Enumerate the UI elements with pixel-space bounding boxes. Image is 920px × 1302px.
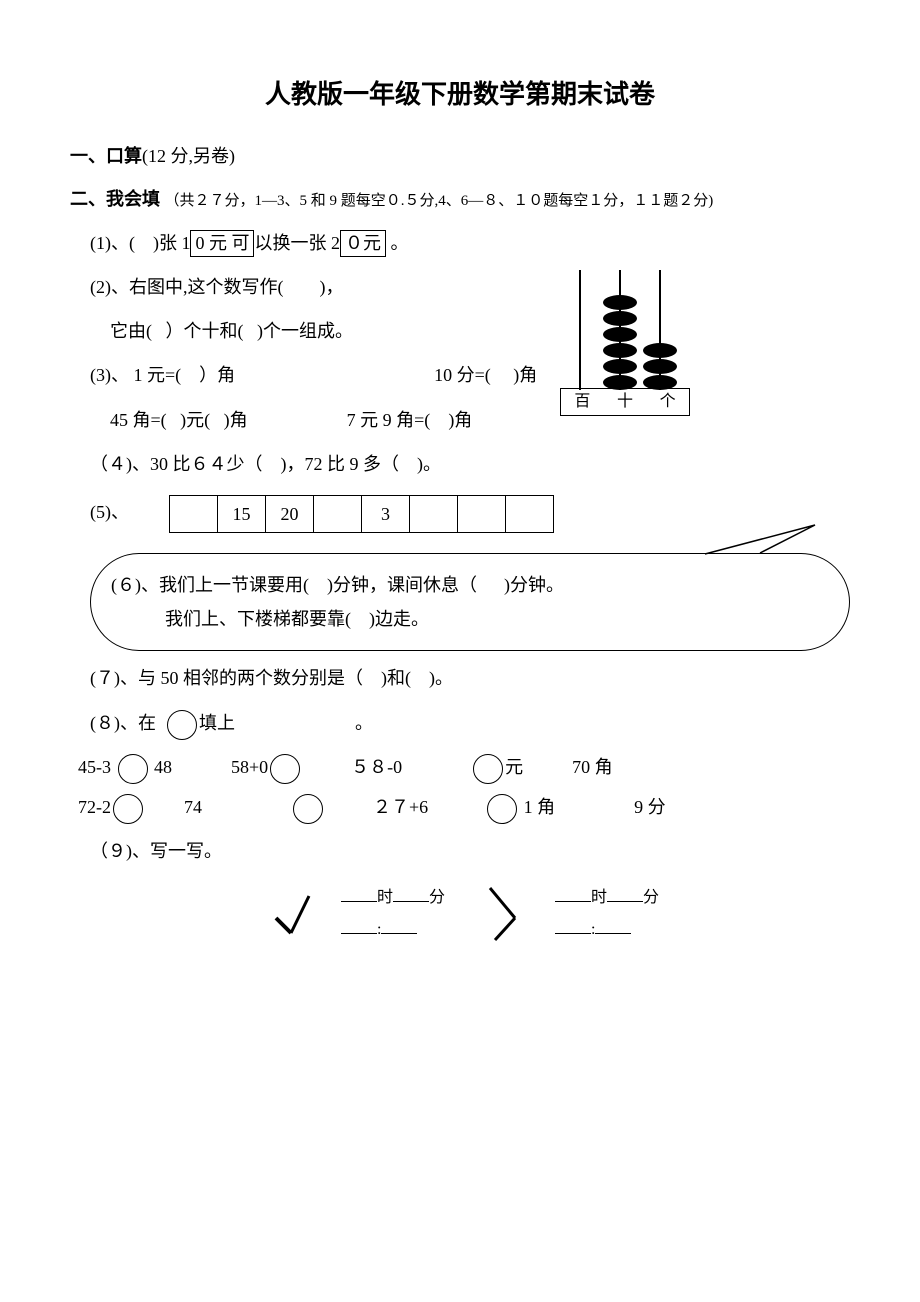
q4-c: )。	[417, 454, 441, 474]
section2-note: （共２７分，1—3、5 和 9 题每空０.５分,4、6—８、１０题每空１分，１１…	[165, 193, 714, 209]
question-1: (1)、( )张 10 元 可以换一张 2０元 。	[90, 226, 850, 260]
seq-cell	[506, 495, 554, 532]
page-title: 人教版一年级下册数学第期末试卷	[70, 70, 850, 119]
question-2-line2: 它由( ）个十和( )个一组成。	[110, 314, 850, 348]
question-8-row2: 72-2 74 7 ２７+6 1 角 9 分	[78, 790, 850, 824]
q2-l2b: ）个十和(	[166, 321, 244, 341]
q2-l1a: (2)、右图中,这个数写作(	[90, 277, 283, 297]
circle-blank-icon	[293, 794, 323, 824]
question-6-bubble: (６)、我们上一节课要用( )分钟，课间休息（ )分钟。 我们上、下楼梯都要靠(…	[90, 553, 850, 651]
circle-blank-icon	[270, 754, 300, 784]
q9-fen: 分	[429, 889, 445, 906]
q1-box1: 0 元 可	[190, 230, 254, 257]
section1-head: 一、口算	[70, 146, 142, 166]
question-7: (７)、与 50 相邻的两个数分别是（ )和( )。	[90, 661, 850, 695]
clock2-fields: 时分 :	[555, 882, 659, 946]
q9-head: （９)、写一写。	[90, 841, 222, 861]
q3-l1b: ）角	[199, 365, 235, 385]
q9-shi2: 时	[591, 889, 607, 906]
q1-c: 以换一张 2	[254, 233, 340, 253]
q4-a: （４)、30 比６４少（	[90, 454, 263, 474]
seq-cell	[458, 495, 506, 532]
abacus-diagram: 百 十 个	[560, 270, 690, 416]
q8-period: 。	[355, 713, 373, 733]
section2-head: 二、我会填	[70, 189, 160, 209]
q6-l1a: (６)、我们上一节课要用(	[111, 575, 309, 595]
seq-cell	[170, 495, 218, 532]
circle-blank-icon	[473, 754, 503, 784]
q3-l2c: )角	[224, 410, 248, 430]
seq-cell: 3	[362, 495, 410, 532]
q9-shi: 时	[377, 889, 393, 906]
q8r1b: 48	[154, 757, 172, 777]
speech-tail-icon	[700, 521, 820, 555]
abacus-label-ge: 个	[646, 389, 689, 415]
q2-l2c: )个一组成。	[257, 321, 353, 341]
q8r1d: ５８-0	[351, 757, 402, 777]
circle-blank-icon	[118, 754, 148, 784]
seq-cell	[314, 495, 362, 532]
circle-blank-icon	[487, 794, 517, 824]
q8r2d: ２７+6	[373, 797, 428, 817]
seq-cell: 15	[218, 495, 266, 532]
q7-c: )。	[429, 668, 453, 688]
section-1: 一、口算(12 分,另卷)	[70, 139, 850, 173]
q9-fen2: 分	[643, 889, 659, 906]
question-2: (2)、右图中,这个数写作( )，	[90, 270, 850, 304]
q7-b: )和(	[381, 668, 411, 688]
q6-l2b: )边走。	[369, 609, 429, 629]
q8r2a: 72-2	[78, 797, 111, 817]
circle-blank-icon	[113, 794, 143, 824]
section-2: 二、我会填 （共２７分，1—3、5 和 9 题每空０.５分,4、6—８、１０题每…	[70, 182, 850, 216]
q3-l1d: )角	[513, 365, 537, 385]
q8r2e: 1 角	[524, 797, 556, 817]
q7-a: (７)、与 50 相邻的两个数分别是（	[90, 668, 363, 688]
question-8-row1: 45-3 48 58+0 ５８-0 元 70 角	[78, 750, 850, 784]
q6-l2a: 我们上、下楼梯都要靠(	[165, 609, 351, 629]
q1-d: 。	[386, 233, 409, 253]
q5-sequence-table: 1520 3	[169, 495, 554, 533]
section1-note: (12 分,另卷)	[142, 146, 235, 166]
q8-tail: 填上	[199, 713, 235, 733]
q1-a: (1)、(	[90, 233, 135, 253]
question-9-head: （９)、写一写。	[90, 834, 850, 868]
question-4: （４)、30 比６４少（ )，72 比 9 多（ )。	[90, 447, 850, 481]
question-3-line1: (3)、 1 元=( ）角 10 分=( )角	[90, 358, 850, 392]
q3-l2b: )元(	[180, 410, 210, 430]
seq-cell: 20	[266, 495, 314, 532]
q3-l2d: 7 元 9 角=(	[347, 410, 431, 430]
q6-l1b: )分钟，课间休息（	[327, 575, 477, 595]
abacus-label-bai: 百	[561, 389, 604, 415]
clock-hands-icon	[475, 878, 535, 948]
q3-l2a: 45 角=(	[110, 410, 167, 430]
q8-head: (８)、在	[90, 713, 156, 733]
q3-l2e: )角	[448, 410, 472, 430]
abacus-label-shi: 十	[604, 389, 647, 415]
q3-l1c: 10 分=(	[434, 365, 491, 385]
q8r1c: 58+0	[231, 757, 268, 777]
q2-l2a: 它由(	[110, 321, 152, 341]
q1-box2: ０元	[340, 230, 386, 257]
clock1-fields: 时分 :	[341, 882, 445, 946]
circle-blank-icon	[167, 710, 197, 740]
q8r2f: 9 分	[634, 797, 666, 817]
q3-l1a: (3)、 1 元=(	[90, 365, 181, 385]
question-3-line2: 45 角=( )元( )角 7 元 9 角=( )角	[110, 403, 850, 437]
q4-b: )，72 比 9 多（	[281, 454, 400, 474]
seq-cell	[410, 495, 458, 532]
q8r1f: 70 角	[572, 757, 613, 777]
question-8-head: (８)、在 填上 。	[90, 706, 850, 740]
question-9-clocks: 时分 : 时分 :	[70, 878, 850, 948]
q8r1a: 45-3	[78, 757, 111, 777]
q1-b: )张 1	[153, 233, 191, 253]
q5-label: (5)、	[90, 495, 129, 529]
q6-l1c: )分钟。	[504, 575, 564, 595]
q2-l1b: )，	[319, 277, 343, 297]
q8r2b: 74	[184, 797, 202, 817]
clock-hands-icon	[261, 878, 321, 948]
q8r1e: 元	[505, 757, 523, 777]
